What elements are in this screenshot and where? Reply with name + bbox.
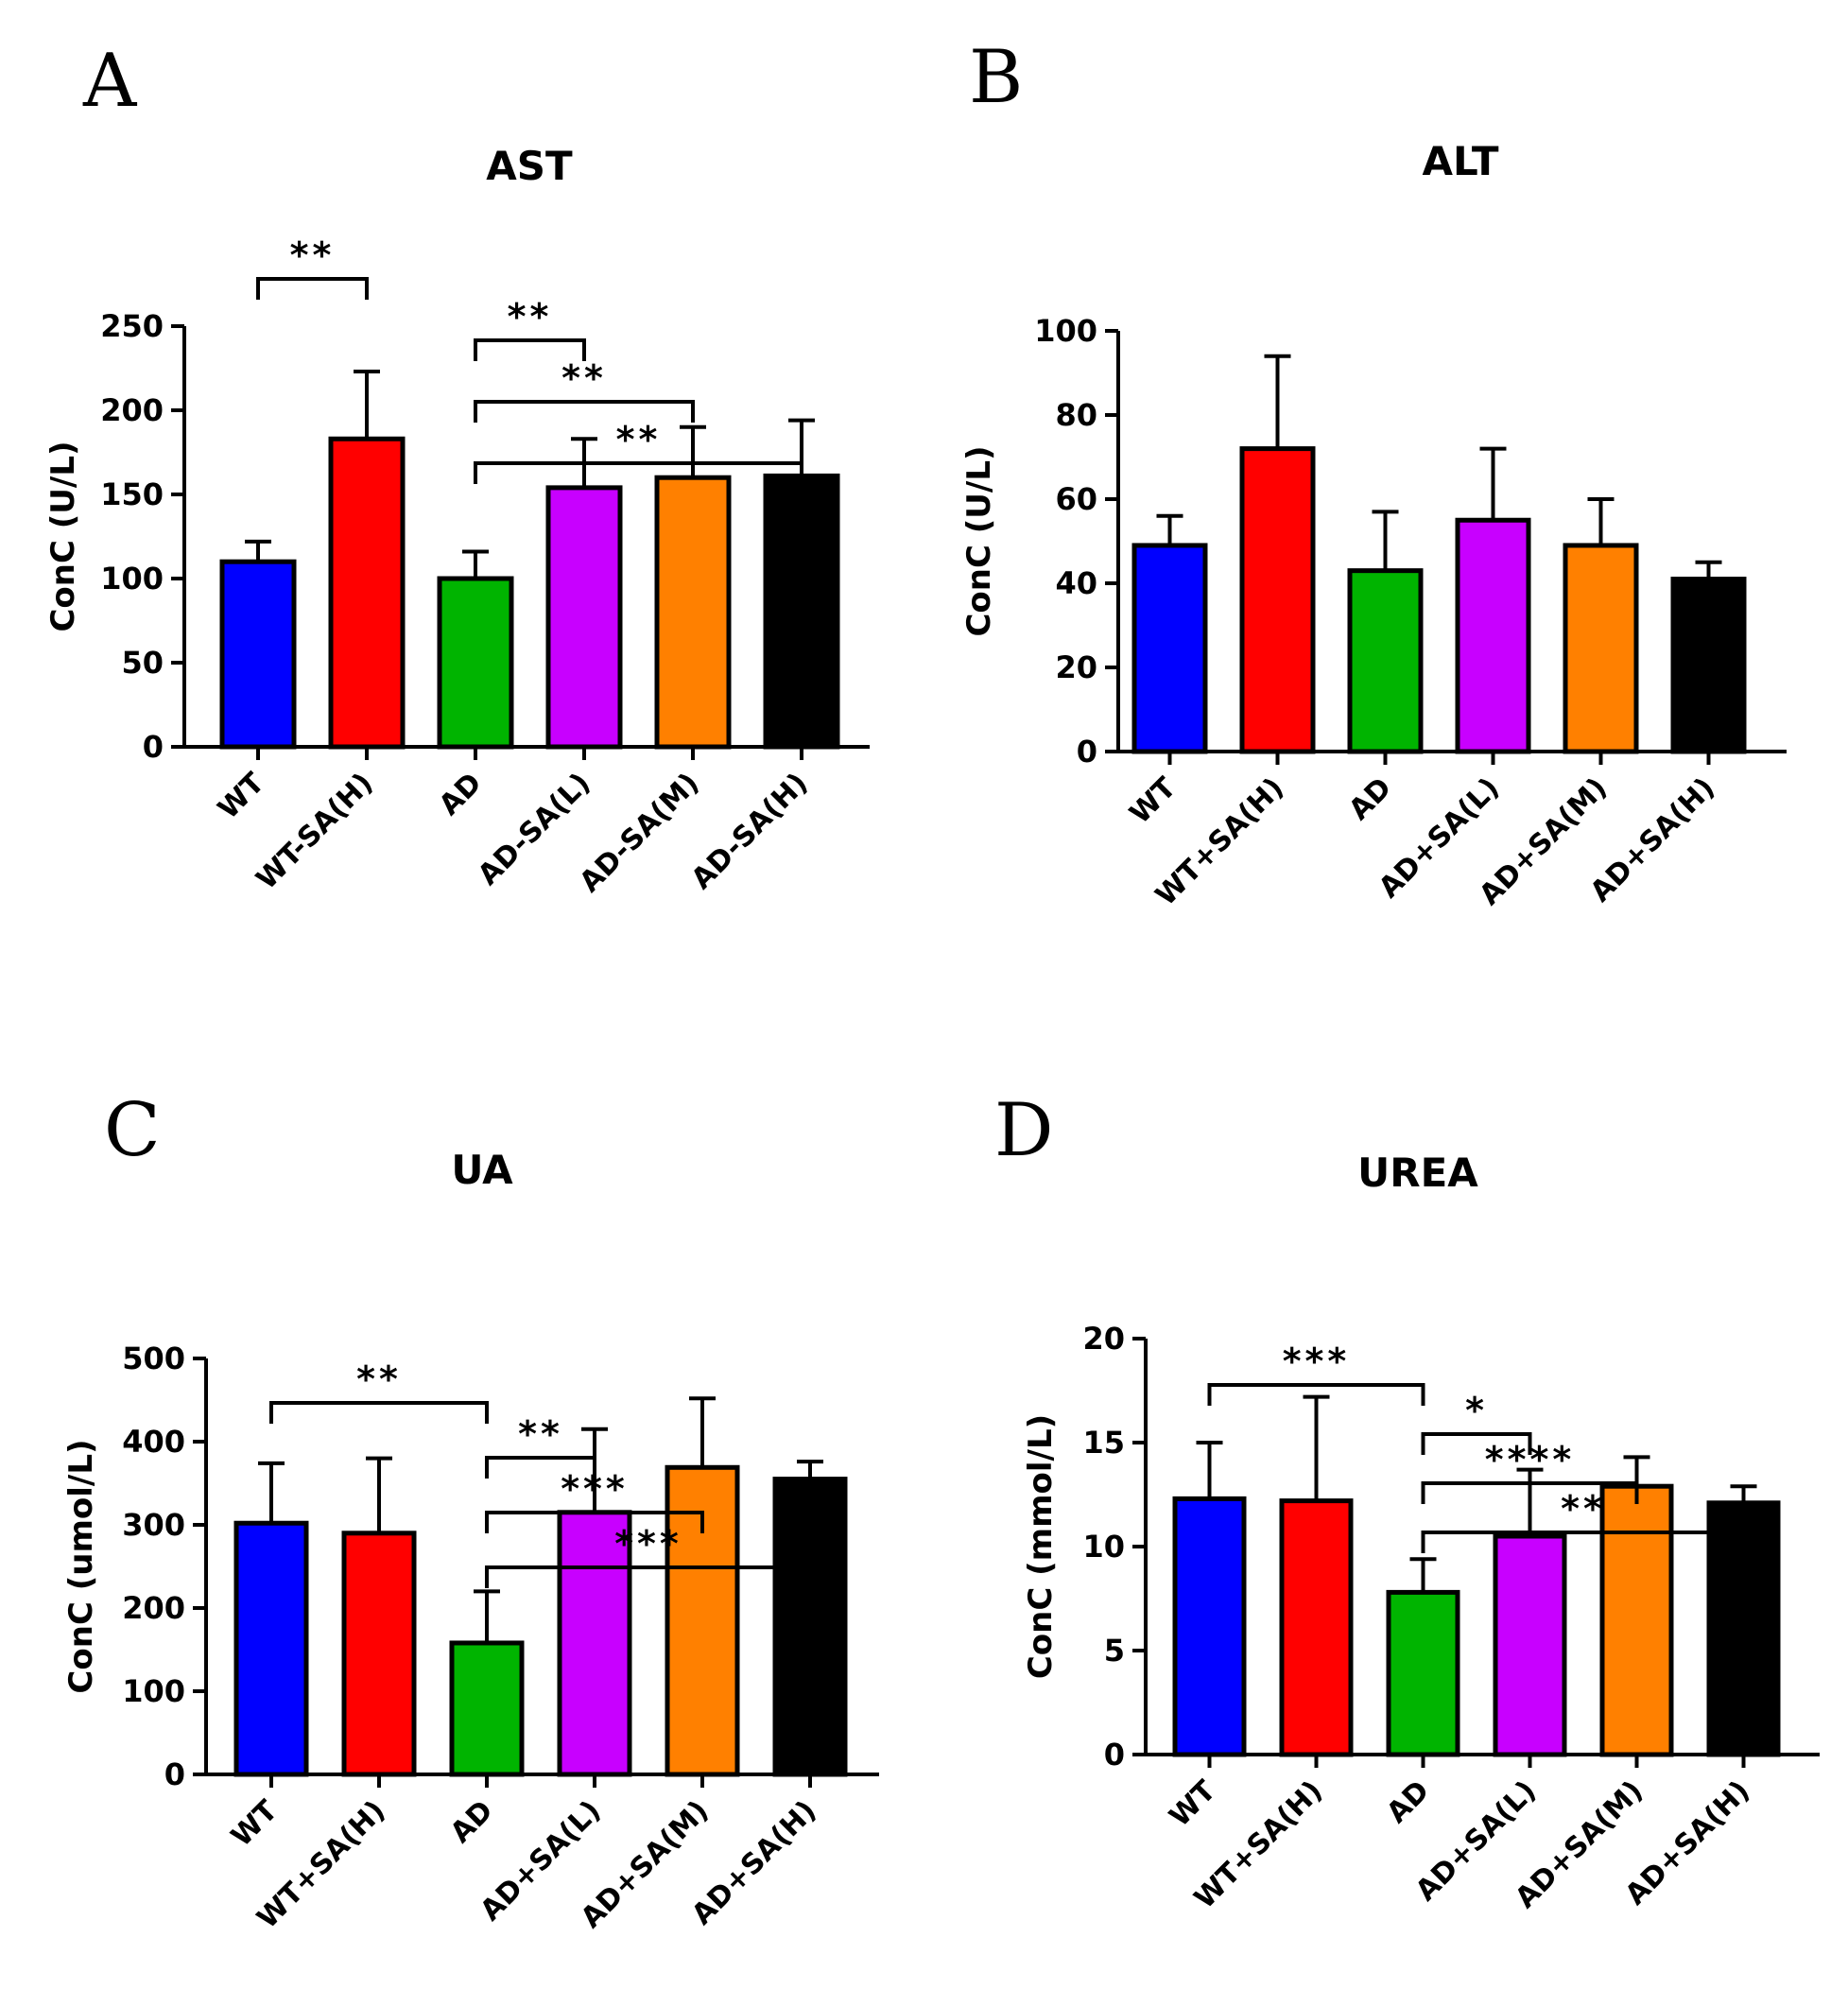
chart-title: UREA xyxy=(1357,1150,1478,1196)
category-label: AD-SA(H) xyxy=(685,767,815,896)
y-tick-label: 80 xyxy=(1055,397,1097,433)
significance-bracket xyxy=(485,1456,596,1479)
chart-title: ALT xyxy=(1423,138,1499,184)
bar-wt-sa-h- xyxy=(341,1531,417,1777)
y-tick-label: 20 xyxy=(1055,649,1097,685)
significance-bracket xyxy=(269,1401,489,1424)
y-tick-label: 15 xyxy=(1082,1425,1125,1461)
y-tick-label: 200 xyxy=(122,1590,185,1626)
y-tick-label: 50 xyxy=(121,645,164,681)
bar-ad xyxy=(1386,1589,1460,1757)
bar-ad-sa-h- xyxy=(1670,577,1747,754)
category-label: WT xyxy=(212,767,271,826)
panel-letter: D xyxy=(994,1088,1054,1173)
bar-wt xyxy=(219,559,297,750)
significance-bracket xyxy=(474,461,803,484)
significance-label: ** xyxy=(290,234,336,276)
significance-label: ** xyxy=(518,1413,563,1455)
bar-ad xyxy=(437,576,514,750)
significance-label: ** xyxy=(561,357,607,399)
significance-bracket xyxy=(474,338,586,361)
significance-label: ** xyxy=(1561,1488,1606,1530)
chart-title: UA xyxy=(451,1147,513,1193)
significance-label: **** xyxy=(1485,1439,1576,1480)
significance-bracket xyxy=(1421,1432,1532,1455)
y-tick-label: 0 xyxy=(143,729,164,765)
significance-bracket xyxy=(1421,1481,1639,1504)
significance-bracket xyxy=(1207,1383,1425,1406)
bar-ad-sa-m- xyxy=(1599,1483,1674,1757)
y-axis-label: ConC (U/L) xyxy=(960,445,998,636)
y-tick-label: 300 xyxy=(122,1507,185,1543)
y-tick-label: 0 xyxy=(1077,734,1097,770)
category-label: AD xyxy=(1342,771,1398,827)
bar-wt-sa-h- xyxy=(1239,446,1316,754)
bar-wt-sa-h- xyxy=(1279,1498,1354,1757)
y-tick-label: 0 xyxy=(164,1756,185,1792)
significance-label: *** xyxy=(561,1468,629,1510)
y-tick-label: 20 xyxy=(1082,1321,1125,1357)
y-tick-label: 500 xyxy=(122,1340,185,1376)
category-label: WT xyxy=(1124,771,1183,831)
y-tick-label: 400 xyxy=(122,1424,185,1460)
bar-wt-sa-h- xyxy=(328,436,406,750)
category-label: WT-SA(H) xyxy=(250,767,380,896)
panel-letter: A xyxy=(82,39,138,124)
bar-ad-sa-h- xyxy=(763,473,840,750)
significance-label: ** xyxy=(508,296,553,337)
significance-bracket xyxy=(485,1565,812,1588)
significance-bracket xyxy=(485,1511,704,1533)
bar-ad-sa-h- xyxy=(772,1477,848,1777)
bar-ad-sa-l- xyxy=(545,485,623,750)
bar-wt xyxy=(1131,543,1208,754)
y-tick-label: 100 xyxy=(122,1673,185,1709)
y-tick-label: 5 xyxy=(1104,1633,1125,1669)
significance-label: * xyxy=(1465,1390,1488,1431)
category-label: AD xyxy=(444,1794,500,1850)
y-tick-label: 150 xyxy=(100,476,164,512)
panel-letter: B xyxy=(969,35,1023,120)
y-tick-label: 100 xyxy=(1034,313,1097,349)
significance-bracket xyxy=(1421,1531,1746,1553)
y-tick-label: 0 xyxy=(1104,1737,1125,1773)
y-tick-label: 200 xyxy=(100,392,164,428)
bar-ad-sa-m- xyxy=(1563,543,1639,754)
significance-label: *** xyxy=(614,1523,682,1565)
category-label: AD xyxy=(1380,1774,1436,1830)
y-tick-label: 60 xyxy=(1055,481,1097,517)
bar-ad-sa-l- xyxy=(1455,517,1531,754)
y-tick-label: 10 xyxy=(1082,1529,1125,1565)
y-tick-label: 100 xyxy=(100,561,164,597)
panel-letter: C xyxy=(104,1088,161,1173)
bar-ad-sa-l- xyxy=(1493,1533,1567,1757)
category-label: WT xyxy=(1164,1774,1223,1834)
chart-title: AST xyxy=(486,143,573,189)
significance-label: *** xyxy=(1283,1340,1351,1382)
y-tick-label: 40 xyxy=(1055,565,1097,601)
bar-ad xyxy=(449,1640,525,1777)
bar-ad-sa-m- xyxy=(654,475,732,750)
significance-label: ** xyxy=(356,1358,402,1400)
y-axis-label: ConC (U/L) xyxy=(44,441,82,631)
significance-bracket xyxy=(474,400,695,423)
category-label: WT xyxy=(225,1794,285,1854)
significance-label: ** xyxy=(616,419,662,460)
bar-wt xyxy=(1172,1496,1247,1757)
category-label: AD xyxy=(433,767,489,822)
significance-bracket xyxy=(256,277,369,300)
bar-wt xyxy=(233,1520,309,1777)
y-tick-label: 250 xyxy=(100,308,164,344)
bar-ad xyxy=(1347,568,1424,754)
y-axis-label: ConC (umol/L) xyxy=(62,1439,100,1693)
y-axis-label: ConC (mmol/L) xyxy=(1022,1414,1060,1679)
